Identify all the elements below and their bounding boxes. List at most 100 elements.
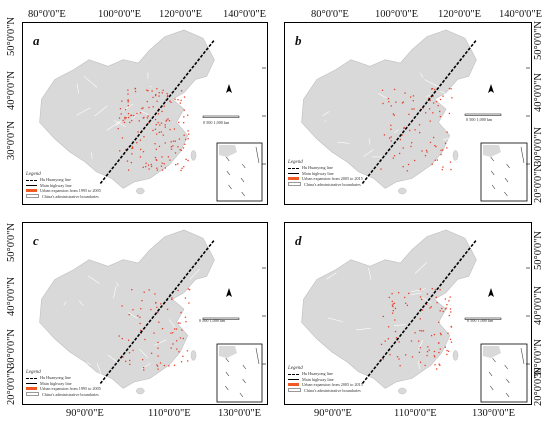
urban-expansion-patch: [156, 311, 159, 314]
urban-expansion-patch: [440, 149, 442, 151]
urban-expansion-patch: [428, 349, 430, 351]
urban-expansion-patch: [186, 350, 189, 352]
urban-expansion-patch: [435, 145, 437, 148]
urban-expansion-patch: [431, 163, 433, 165]
urban-expansion-patch: [412, 100, 414, 102]
urban-expansion-patch: [124, 116, 126, 119]
hu-huanyong-line-a: [99, 39, 216, 184]
urban-expansion-patch: [180, 99, 182, 102]
urban-expansion-patch: [175, 328, 178, 330]
urban-expansion-patch: [140, 308, 142, 310]
urban-expansion-patch: [412, 95, 415, 97]
urban-expansion-patch: [183, 96, 186, 98]
urban-expansion-patch: [150, 163, 152, 166]
urban-expansion-patch: [179, 322, 181, 324]
urban-expansion-patch: [402, 101, 405, 103]
urban-expansion-patch: [411, 356, 414, 358]
urban-expansion-patch: [156, 133, 158, 135]
province-boundary: [363, 149, 374, 157]
urban-expansion-patch: [129, 363, 131, 366]
urban-expansion-patch: [388, 101, 390, 103]
legend-title-c: Legend: [26, 370, 41, 375]
north-arrow-icon: [488, 288, 494, 297]
urban-expansion-patch: [437, 104, 439, 107]
urban-expansion-patch: [439, 110, 441, 113]
urban-expansion-patch: [179, 102, 182, 104]
urban-expansion-patch: [393, 114, 395, 116]
urban-expansion-patch: [131, 153, 133, 155]
urban-expansion-patch: [120, 113, 122, 115]
urban-expansion-patch: [127, 99, 129, 101]
coord-top-120e: 120°0'0"E: [159, 9, 203, 20]
urban-expansion-patch: [413, 108, 415, 110]
nine-dash-line-segment: [228, 184, 232, 190]
urban-expansion-patch: [124, 108, 127, 111]
urban-expansion-patch: [413, 159, 416, 162]
urban-expansion-patch: [173, 128, 176, 130]
urban-expansion-patch: [131, 147, 134, 149]
urban-expansion-patch: [446, 131, 448, 133]
urban-expansion-patch: [166, 308, 169, 311]
urban-expansion-patch: [170, 146, 172, 148]
urban-expansion-patch: [436, 368, 438, 370]
urban-expansion-patch: [139, 112, 142, 114]
urban-expansion-patch: [446, 349, 448, 352]
urban-expansion-patch: [142, 150, 145, 153]
urban-expansion-patch: [148, 289, 150, 291]
urban-expansion-patch: [157, 368, 159, 370]
urban-expansion-patch: [166, 95, 169, 98]
urban-expansion-patch: [157, 113, 160, 115]
scale-bar-line: [464, 317, 502, 320]
inset-coast: [219, 346, 237, 358]
urban-expansion-patch: [127, 101, 129, 103]
urban-expansion-patch: [401, 102, 404, 104]
urban-expansion-patch: [440, 333, 442, 336]
urban-expansion-patch: [422, 330, 425, 332]
urban-expansion-patch: [132, 349, 134, 352]
province-boundary: [442, 137, 455, 140]
province-boundary: [426, 94, 431, 97]
urban-expansion-patch: [408, 292, 410, 295]
urban-expansion-patch: [139, 329, 142, 332]
urban-expansion-patch: [398, 292, 400, 294]
urban-expansion-patch: [439, 98, 442, 101]
province-boundary: [87, 275, 100, 284]
urban-expansion-patch: [434, 88, 436, 91]
province-boundary: [322, 111, 330, 117]
urban-expansion-patch: [446, 353, 448, 356]
legend-item-urban-d: Urban expansion from 2005 to 2015: [288, 382, 363, 387]
province-boundary: [324, 120, 327, 122]
urban-expansion-patch: [152, 96, 154, 99]
urban-expansion-patch: [159, 124, 161, 126]
province-boundary: [114, 120, 126, 128]
urban-expansion-patch: [390, 105, 392, 107]
urban-expansion-patch: [127, 112, 130, 115]
urban-expansion-patch: [428, 108, 431, 110]
urban-expansion-patch: [156, 167, 158, 169]
urban-expansion-patch: [181, 329, 183, 331]
nine-dash-line-segment: [504, 177, 509, 183]
urban-expansion-patch: [156, 159, 158, 162]
coord-top-80e: 80°0'0"E: [28, 9, 66, 20]
nine-dash-line-segment: [225, 371, 230, 377]
urban-expansion-patch: [421, 150, 423, 152]
urban-expansion-patch: [182, 337, 185, 340]
urban-expansion-patch: [398, 152, 401, 155]
urban-expansion-patch: [179, 149, 181, 151]
urban-expansion-patch: [185, 138, 187, 141]
province-boundary: [76, 107, 91, 116]
urban-expansion-patch: [380, 168, 382, 170]
urban-expansion-patch: [399, 365, 401, 367]
urban-expansion-patch: [143, 116, 145, 119]
urban-expansion-patch: [444, 298, 447, 300]
urban-expansion-patch: [401, 134, 403, 136]
nine-dash-line-segment: [492, 357, 496, 363]
coord-bottom-110e-d: 110°0'0"E: [394, 408, 437, 419]
province-boundary: [440, 90, 447, 95]
urban-expansion-patch: [137, 315, 139, 317]
urban-expansion-patch: [170, 347, 172, 349]
urban-expansion-patch: [448, 314, 451, 317]
legend-c: Legend Hu Huanyong line Main highway lin…: [26, 370, 101, 397]
urban-expansion-patch: [450, 88, 452, 90]
urban-expansion-patch: [129, 121, 131, 124]
